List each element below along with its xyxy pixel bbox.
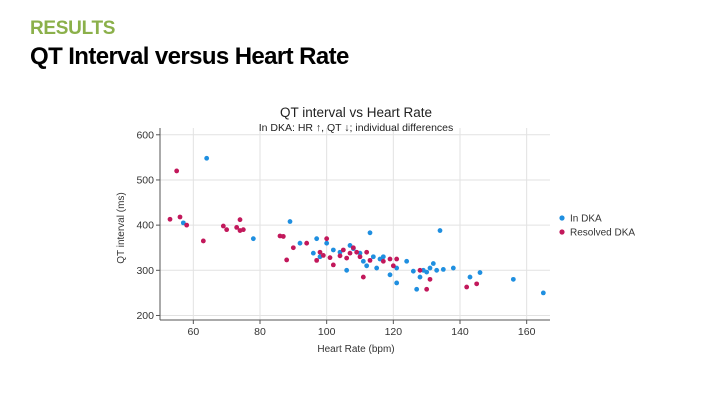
point-in-dka [344, 267, 350, 273]
point-in-dka [287, 219, 293, 224]
point-in-dka [430, 261, 436, 266]
chart-title: QT interval vs Heart Rate [280, 105, 432, 120]
point-in-dka [417, 274, 423, 280]
section-label: RESULTS [30, 18, 116, 39]
point-resolved-dka [390, 263, 396, 269]
point-in-dka [404, 258, 410, 264]
point-resolved-dka [200, 238, 206, 244]
point-in-dka [204, 155, 210, 161]
point-in-dka [477, 270, 483, 275]
point-in-dka [467, 274, 473, 280]
point-resolved-dka [387, 256, 393, 262]
grid-lines [160, 128, 550, 320]
point-resolved-dka [337, 253, 343, 259]
point-in-dka [440, 267, 446, 272]
point-in-dka [510, 276, 516, 282]
legend-marker-resolved-dka [559, 229, 565, 235]
x-tick-label: 160 [518, 326, 536, 338]
point-resolved-dka [220, 223, 226, 229]
point-resolved-dka [367, 257, 373, 263]
point-resolved-dka [417, 267, 423, 273]
point-in-dka [450, 265, 456, 271]
point-resolved-dka [474, 281, 480, 287]
point-resolved-dka [184, 222, 190, 228]
point-in-dka [387, 272, 393, 278]
point-resolved-dka [327, 255, 333, 261]
legend-marker-in-dka [559, 215, 565, 221]
point-in-dka [540, 290, 546, 296]
y-tick-label: 600 [136, 129, 154, 141]
point-in-dka [360, 258, 366, 264]
point-in-dka [437, 228, 443, 233]
point-resolved-dka [350, 245, 356, 251]
legend: In DKA Resolved DKA [559, 214, 635, 239]
point-in-dka [330, 247, 336, 253]
point-resolved-dka [380, 258, 386, 264]
point-resolved-dka [427, 276, 433, 282]
point-resolved-dka [224, 227, 230, 233]
y-tick-label: 500 [136, 174, 154, 186]
x-tick-label: 120 [385, 326, 403, 338]
point-in-dka [434, 267, 440, 273]
point-in-dka [370, 254, 376, 260]
point-in-dka [374, 265, 380, 271]
point-resolved-dka [177, 214, 183, 220]
y-tick-label: 300 [136, 265, 154, 277]
x-tick-label: 100 [318, 326, 336, 338]
point-resolved-dka [317, 249, 323, 255]
y-tick-label: 400 [136, 220, 154, 232]
data-points [167, 155, 546, 296]
point-in-dka [310, 250, 316, 256]
chart-subtitle: In DKA: HR ↑, QT ↓; individual differenc… [259, 122, 454, 134]
point-resolved-dka [357, 254, 363, 260]
point-resolved-dka [347, 250, 353, 256]
point-resolved-dka [364, 249, 370, 255]
point-in-dka [297, 240, 303, 246]
point-resolved-dka [234, 224, 240, 230]
point-resolved-dka [314, 257, 320, 263]
point-in-dka [380, 254, 386, 260]
legend-label-resolved-dka: Resolved DKA [570, 228, 635, 239]
point-resolved-dka [284, 257, 290, 263]
point-in-dka [414, 286, 420, 292]
point-in-dka [367, 230, 373, 236]
point-in-dka [424, 269, 430, 275]
slide-title: QT Interval versus Heart Rate [30, 43, 349, 70]
point-resolved-dka [354, 249, 360, 255]
point-resolved-dka [344, 255, 350, 261]
point-in-dka [394, 280, 400, 286]
point-resolved-dka [340, 247, 346, 253]
point-in-dka [427, 265, 433, 271]
point-in-dka [324, 240, 330, 246]
x-axis-label: Heart Rate (bpm) [317, 344, 394, 355]
point-resolved-dka [394, 256, 400, 262]
plot-area [160, 128, 550, 320]
point-resolved-dka [167, 216, 173, 222]
point-resolved-dka [280, 234, 286, 239]
point-in-dka [250, 236, 256, 242]
point-in-dka [364, 263, 370, 269]
point-resolved-dka [464, 284, 470, 290]
y-tick-label: 200 [136, 310, 154, 322]
point-resolved-dka [240, 227, 246, 233]
y-axis-label: QT interval (ms) [116, 192, 127, 264]
point-resolved-dka [174, 168, 180, 174]
point-resolved-dka [360, 274, 366, 280]
point-in-dka [314, 236, 320, 242]
x-tick-label: 140 [451, 326, 469, 338]
x-tick-label: 80 [254, 326, 266, 338]
point-in-dka [410, 268, 416, 274]
axis-ticks: 200 300 400 500 600 60 80 100 120 140 160 [136, 129, 535, 338]
point-resolved-dka [324, 236, 330, 242]
point-resolved-dka [237, 217, 243, 223]
point-resolved-dka [304, 240, 310, 246]
point-resolved-dka [320, 252, 326, 258]
legend-label-in-dka: In DKA [570, 214, 602, 225]
point-resolved-dka [330, 262, 336, 268]
x-tick-label: 60 [187, 326, 199, 338]
point-resolved-dka [290, 245, 296, 251]
point-resolved-dka [424, 286, 430, 292]
